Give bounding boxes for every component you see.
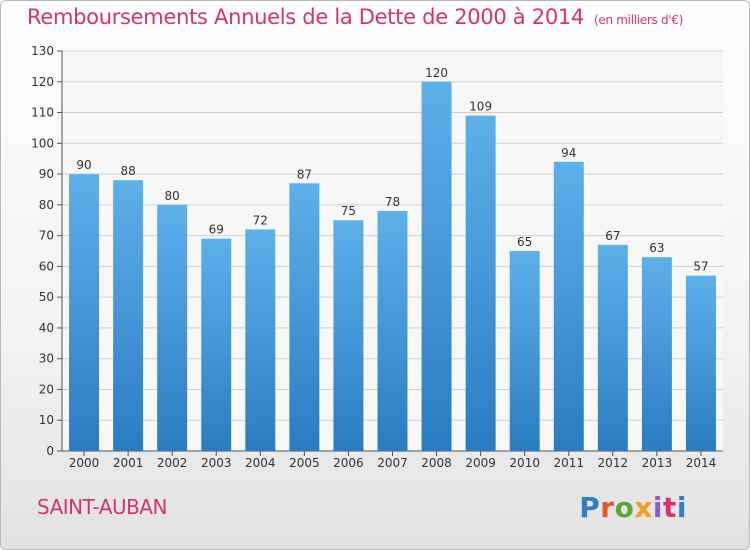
- bar-value-label: 90: [76, 158, 91, 172]
- x-tick-label: 2014: [686, 456, 717, 470]
- bar-value-label: 63: [649, 241, 664, 255]
- bars: [69, 81, 716, 452]
- y-tick-label: 100: [31, 136, 54, 150]
- chart-title: Remboursements Annuels de la Dette de 20…: [27, 5, 683, 29]
- bar-2011: [553, 161, 584, 451]
- y-tick-label: 120: [31, 75, 54, 89]
- y-tick-label: 90: [39, 167, 54, 181]
- x-tick-label: 2003: [201, 456, 232, 470]
- x-tick-label: 2000: [69, 456, 100, 470]
- x-tick-label: 2005: [289, 456, 320, 470]
- x-tick-label: 2009: [465, 456, 496, 470]
- y-tick-label: 80: [39, 198, 54, 212]
- data-labels: 90 88 80 69 72 87 75 78 120 109 65 94 67 63 57: [76, 66, 708, 274]
- y-tick-label: 20: [39, 382, 54, 396]
- bar-2010: [509, 251, 540, 451]
- commune-name: SAINT-AUBAN: [37, 495, 167, 519]
- proxiti-logo: Proxiti: [579, 491, 687, 524]
- bar-2007: [377, 211, 408, 451]
- bar-value-label: 120: [425, 66, 448, 80]
- x-tick-label: 2012: [598, 456, 629, 470]
- x-tick-label: 2013: [642, 456, 673, 470]
- bar-2002: [157, 204, 188, 451]
- bar-value-label: 65: [517, 235, 532, 249]
- bar-2004: [245, 229, 276, 451]
- bar-value-label: 67: [605, 229, 620, 243]
- bar-value-label: 94: [561, 146, 576, 160]
- bar-value-label: 69: [209, 223, 224, 237]
- y-tick-label: 0: [46, 444, 54, 458]
- y-tick-label: 50: [39, 290, 54, 304]
- bar-value-label: 57: [693, 260, 708, 274]
- bar-value-label: 88: [120, 164, 135, 178]
- bar-2005: [289, 183, 320, 452]
- x-tick-label: 2002: [157, 456, 188, 470]
- bar-2006: [333, 220, 364, 451]
- bar-2013: [641, 257, 672, 451]
- chart-unit-note: (en milliers d'€): [594, 13, 684, 27]
- bar-value-label: 87: [297, 167, 312, 181]
- y-tick-label: 130: [31, 44, 54, 58]
- x-tick-label: 2004: [245, 456, 276, 470]
- y-tick-label: 60: [39, 259, 54, 273]
- chart-title-text: Remboursements Annuels de la Dette de 20…: [27, 5, 584, 29]
- axes: 0 10 20 30 40 50 60 70 80 90 100 110 120 130 2000 2001 2…: [31, 44, 723, 470]
- x-tick-label: 2010: [509, 456, 540, 470]
- y-tick-label: 30: [39, 352, 54, 366]
- bar-2012: [597, 244, 628, 451]
- y-tick-label: 40: [39, 321, 54, 335]
- x-tick-label: 2006: [333, 456, 364, 470]
- bar-value-label: 78: [385, 195, 400, 209]
- bar-2000: [69, 174, 100, 452]
- y-tick-label: 10: [39, 413, 54, 427]
- bar-value-label: 80: [165, 189, 180, 203]
- x-tick-label: 2011: [553, 456, 584, 470]
- bar-2001: [113, 180, 144, 451]
- x-tick-label: 2008: [421, 456, 452, 470]
- bar-value-label: 72: [253, 213, 268, 227]
- bar-value-label: 75: [341, 204, 356, 218]
- bar-2003: [201, 238, 232, 451]
- x-tick-label: 2001: [113, 456, 144, 470]
- bar-2009: [465, 115, 496, 451]
- bar-value-label: 109: [469, 100, 492, 114]
- y-tick-label: 70: [39, 229, 54, 243]
- bar-2014: [685, 275, 716, 451]
- y-tick-label: 110: [31, 106, 54, 120]
- x-tick-label: 2007: [377, 456, 408, 470]
- bar-2008: [421, 81, 452, 452]
